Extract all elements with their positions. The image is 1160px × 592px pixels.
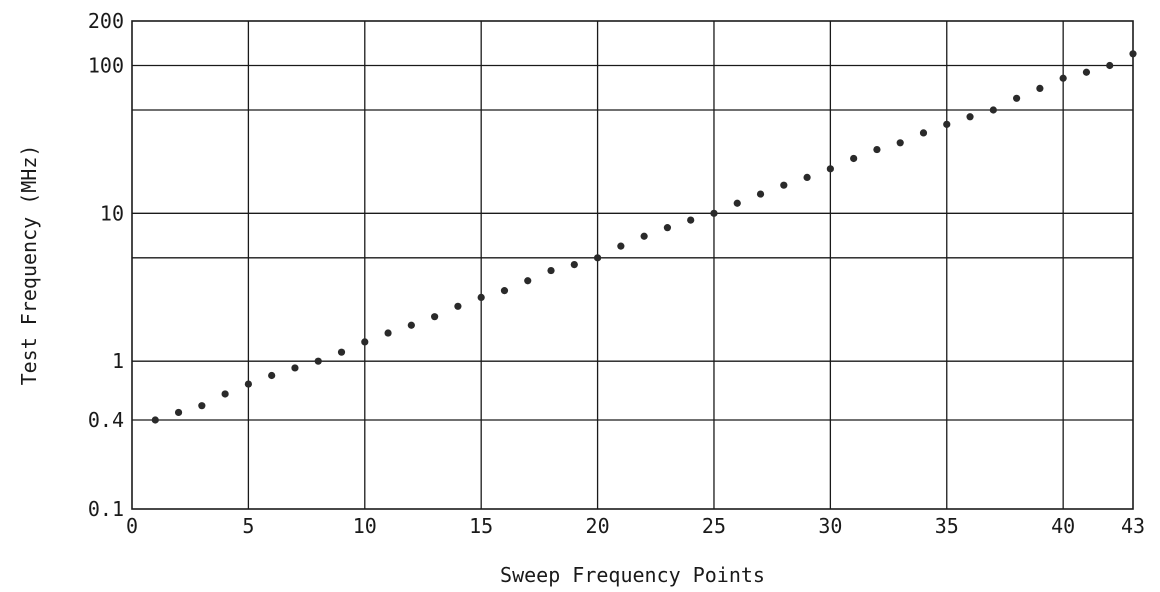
data-point [803,173,811,182]
data-point [1013,94,1021,102]
data-point [500,287,509,295]
x-tick-label: 10 [353,514,377,538]
y-tick-label: 0.4 [88,408,124,432]
x-tick-label: 15 [469,514,493,538]
data-point [291,364,299,372]
data-point [174,408,183,417]
data-point [593,254,602,262]
data-point [524,277,532,285]
x-tick-label: 0 [126,514,138,538]
tick-labels: 0 5 10 15 20 25 30 35 40 43 0.1 0.4 1 10 100 200 [88,9,1145,538]
data-point [1059,74,1067,82]
data-point [989,106,997,114]
data-point [477,293,485,301]
x-tick-label: 40 [1051,514,1075,538]
plot-frame [131,20,1134,510]
data-point [826,165,834,173]
x-tick-label: 30 [818,514,842,538]
data-point [850,154,858,163]
data-point [361,338,369,346]
data-point [663,224,672,232]
data-point [896,139,904,147]
y-tick-label: 1 [112,349,124,373]
x-tick-label: 35 [935,514,959,538]
grid-lines [132,21,1133,509]
data-point [943,120,951,128]
x-tick-label: 5 [242,514,254,538]
data-point [1106,61,1114,70]
data-point [454,302,462,310]
y-tick-label: 100 [88,54,124,78]
data-point [151,416,159,424]
data-point [1082,68,1091,76]
data-point [407,321,415,329]
data-point [431,313,439,321]
data-point [873,145,881,154]
data-point [244,380,252,388]
x-tick-label: 43 [1121,514,1145,538]
y-tick-label: 200 [88,9,124,33]
data-point [687,216,695,224]
data-point [198,402,206,410]
data-point [221,390,229,398]
data-point [1129,50,1137,58]
data-point [710,209,718,217]
y-axis-title: Test Frequency (MHz) [17,145,41,386]
data-point [966,113,974,121]
data-points [151,50,1137,424]
data-point [384,329,392,337]
x-tick-label: 25 [702,514,726,538]
x-tick-label: 20 [586,514,610,538]
data-point [640,232,648,240]
x-axis-title: Sweep Frequency Points [500,563,765,587]
data-point [314,357,322,365]
data-point [570,261,578,269]
data-point [756,190,765,198]
data-point [1036,84,1044,93]
data-point [547,266,555,275]
data-point [268,371,276,380]
data-point [780,181,788,189]
y-tick-label: 10 [100,201,124,225]
y-tick-label: 0.1 [88,497,124,521]
data-point [919,129,928,137]
data-point [617,242,625,250]
data-point [337,348,346,356]
data-point [733,199,741,207]
